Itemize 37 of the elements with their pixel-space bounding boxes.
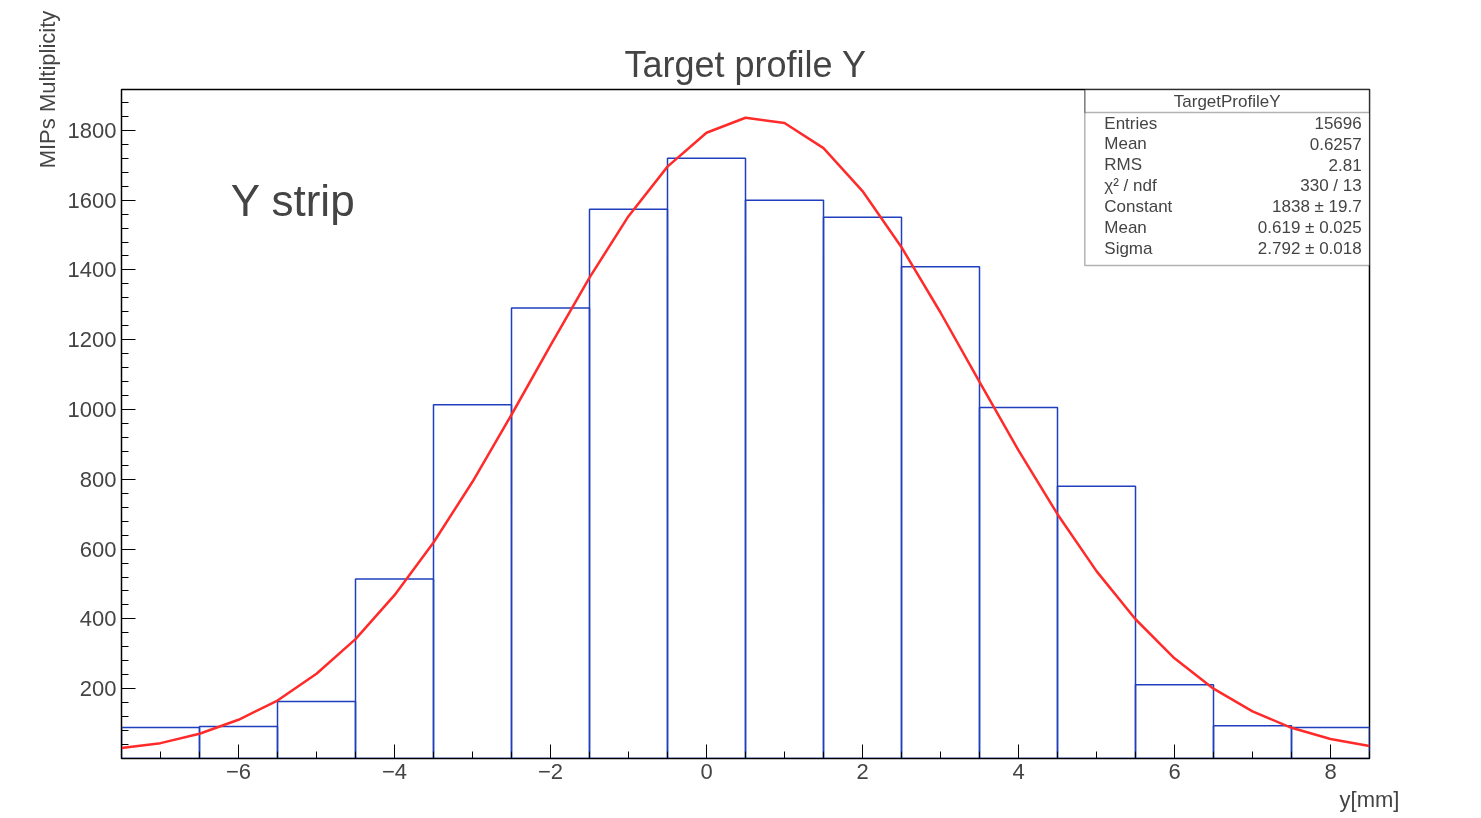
annotation: 1838 ± 19.7 bbox=[1272, 197, 1362, 217]
y-tick-label: 1000 bbox=[67, 397, 117, 423]
annotation: TargetProfileY bbox=[1173, 91, 1281, 111]
annotation: Entries bbox=[1104, 113, 1158, 133]
annotation: Mean bbox=[1104, 134, 1147, 154]
annotation: χ² / ndf bbox=[1104, 176, 1157, 196]
x-tick-label: 0 bbox=[700, 758, 713, 784]
annotation: 0.6257 bbox=[1309, 134, 1362, 154]
annotation: Mean bbox=[1104, 218, 1147, 238]
y-tick-label: 400 bbox=[79, 606, 117, 632]
y-tick-label: 1600 bbox=[67, 187, 117, 213]
line-series bbox=[121, 116, 1370, 750]
x-tick-label: −6 bbox=[225, 758, 252, 784]
annotation: RMS bbox=[1104, 155, 1143, 175]
x-tick-label: 4 bbox=[1012, 758, 1025, 784]
x-tick-label: 6 bbox=[1168, 758, 1181, 784]
y-tick-label: 200 bbox=[79, 676, 117, 702]
annotation: 0.619 ± 0.025 bbox=[1257, 218, 1362, 238]
annotation: 2.792 ± 0.018 bbox=[1257, 239, 1362, 259]
y-tick-label: 600 bbox=[79, 536, 117, 562]
annotation: Sigma bbox=[1104, 239, 1154, 259]
annotation: 330 / 13 bbox=[1300, 176, 1362, 196]
y-tick-label: 1200 bbox=[67, 327, 117, 353]
annotation: Constant bbox=[1104, 197, 1173, 217]
x-axis-title: y[mm] bbox=[1339, 786, 1400, 812]
x-tick-label: −2 bbox=[537, 758, 564, 784]
y-tick-label: 1800 bbox=[67, 117, 117, 143]
annotation: 2.81 bbox=[1328, 155, 1362, 175]
y-tick-label: 800 bbox=[79, 466, 117, 492]
x-tick-label: −4 bbox=[381, 758, 408, 784]
annotation: Y strip bbox=[230, 175, 355, 225]
x-tick-label: 2 bbox=[856, 758, 869, 784]
annotation: 15696 bbox=[1314, 114, 1362, 133]
y-axis-title: MIPs Multiplicity bbox=[34, 10, 60, 169]
x-tick-label: 8 bbox=[1324, 758, 1337, 784]
chart-title: Target profile Y bbox=[624, 43, 866, 85]
y-tick-label: 1400 bbox=[67, 257, 117, 283]
